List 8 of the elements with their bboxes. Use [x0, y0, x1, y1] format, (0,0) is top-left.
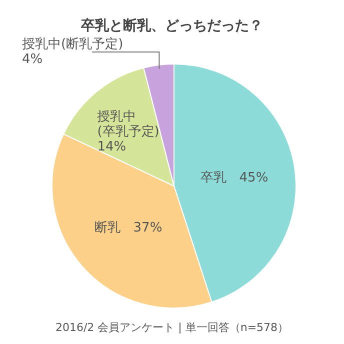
slice-label: 断乳 37%: [94, 220, 162, 236]
text: 2016/2 会員アンケート | 単一回答（n=578）: [55, 321, 289, 334]
slice-label: 授乳中(断乳予定): [22, 37, 124, 52]
slice-label: 授乳中 (卒乳予定): [97, 109, 160, 140]
data-label: 4%: [22, 52, 43, 67]
data-label: 14%: [97, 139, 126, 154]
chart-title: 卒乳と断乳、どっちだった？: [80, 17, 263, 34]
slice-label: 卒乳 45%: [200, 170, 268, 186]
